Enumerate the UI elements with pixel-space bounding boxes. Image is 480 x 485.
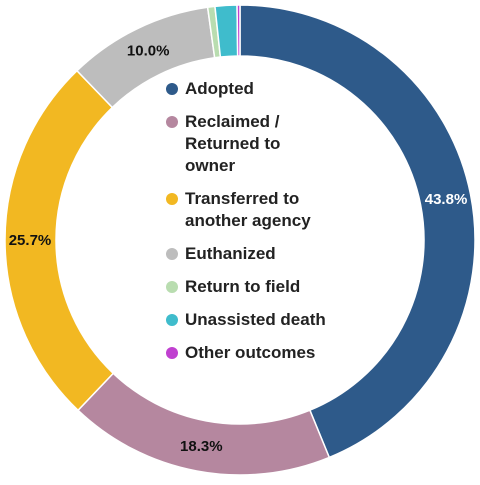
legend-dot-icon xyxy=(166,83,178,95)
legend-label: Reclaimed / Returned to owner xyxy=(185,112,281,175)
donut-slice-other-outcomes xyxy=(236,4,241,57)
legend-dot-icon xyxy=(166,281,178,293)
slice-value-label: 25.7% xyxy=(9,232,52,249)
donut-slice-adopted xyxy=(239,4,476,459)
legend-item: Return to field xyxy=(163,276,363,298)
legend-item: Other outcomes xyxy=(163,342,363,364)
legend-label: Unassisted death xyxy=(185,310,326,329)
legend-item: Unassisted death xyxy=(163,309,363,331)
legend-dot-icon xyxy=(166,347,178,359)
legend-item: Reclaimed / Returned to owner xyxy=(163,111,363,177)
legend-dot-icon xyxy=(166,193,178,205)
slice-value-label: 43.8% xyxy=(425,191,468,208)
legend-item: Transferred to another agency xyxy=(163,188,363,232)
legend-item: Adopted xyxy=(163,78,363,100)
legend-dot-icon xyxy=(166,116,178,128)
donut-slice-reclaimed-returned-to-owner xyxy=(76,372,331,476)
legend-label: Adopted xyxy=(185,79,254,98)
legend-label: Other outcomes xyxy=(185,343,316,362)
legend-label: Euthanized xyxy=(185,244,276,263)
slice-value-label: 10.0% xyxy=(127,43,170,60)
legend-dot-icon xyxy=(166,248,178,260)
legend-label: Transferred to another agency xyxy=(185,189,311,230)
legend-label: Return to field xyxy=(185,277,301,296)
legend-dot-icon xyxy=(166,314,178,326)
slice-value-label: 18.3% xyxy=(180,438,223,455)
legend-item: Euthanized xyxy=(163,243,363,265)
chart-legend: Adopted Reclaimed / Returned to owner Tran… xyxy=(163,78,363,375)
